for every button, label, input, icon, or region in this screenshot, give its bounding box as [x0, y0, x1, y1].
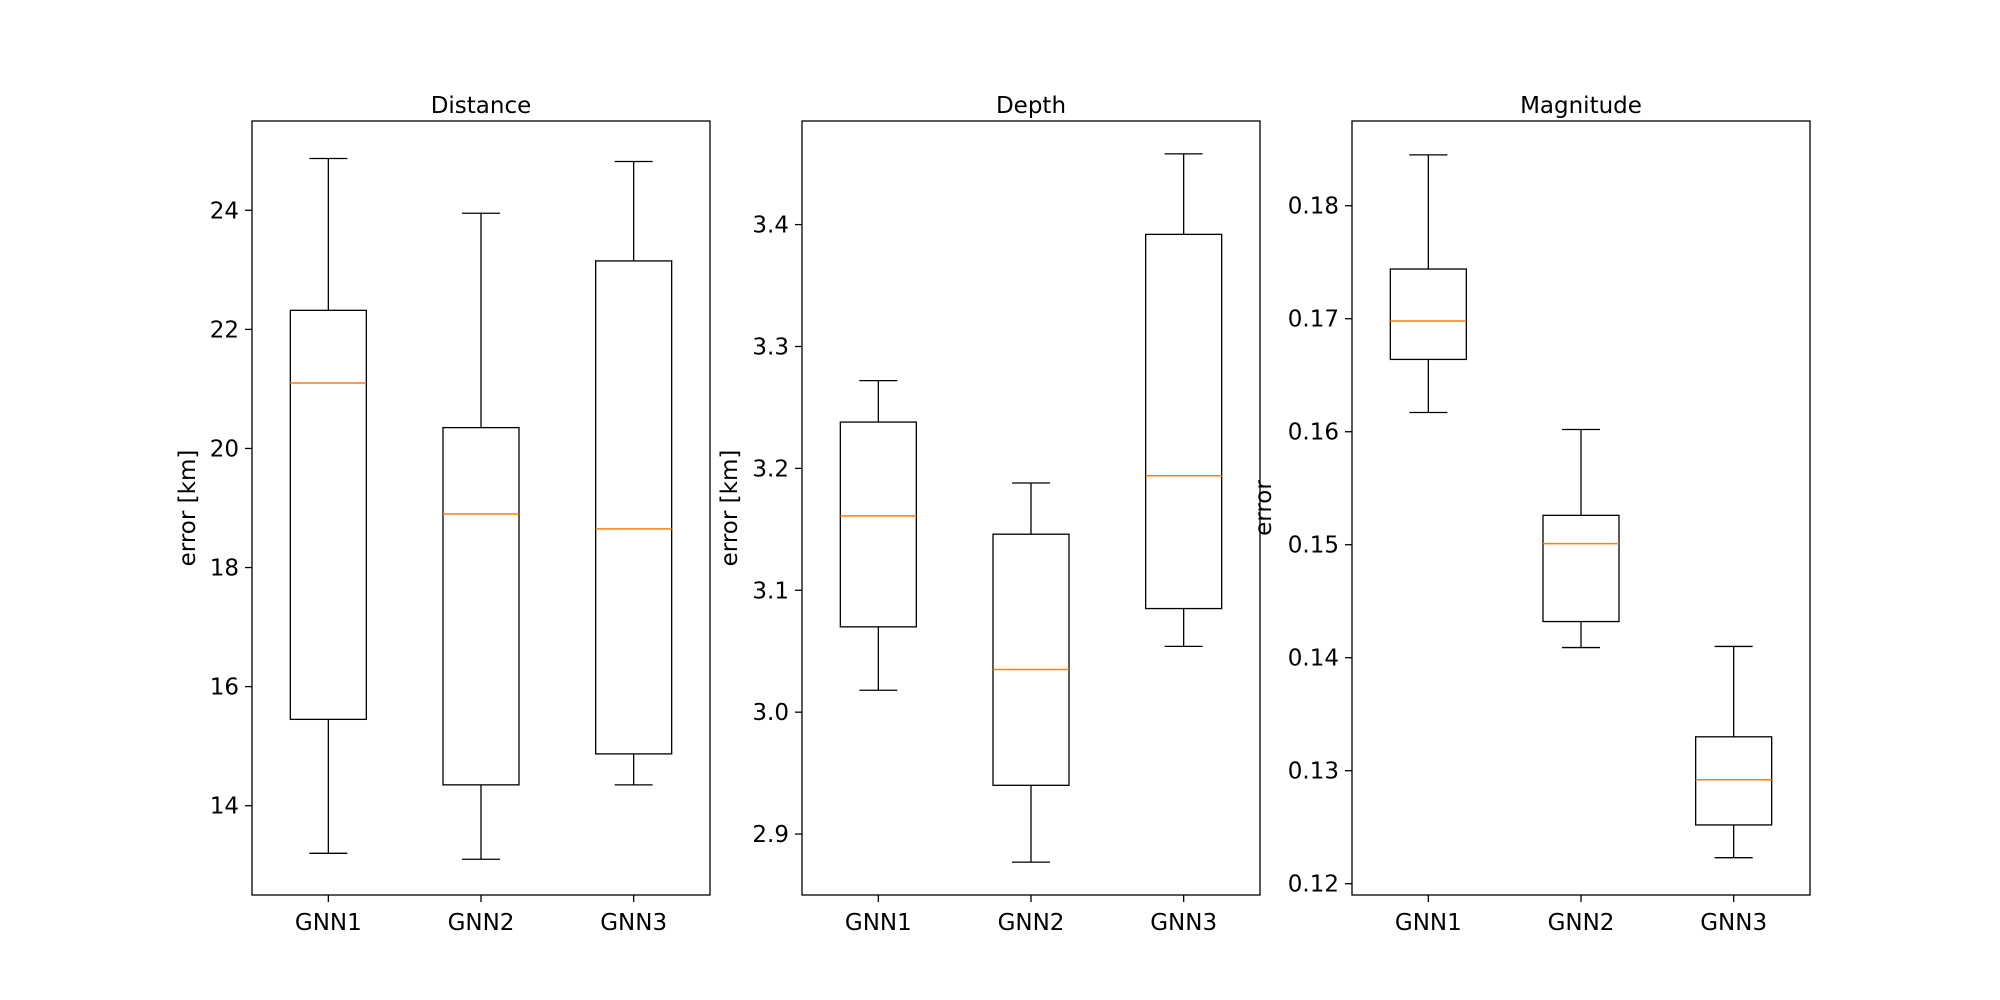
subplot-magnitude: Magnitude error 0.12 0.13 0.14 0.15 0.16 0.17 0.… [1251, 93, 1811, 936]
box-gnn2 [442, 212, 520, 860]
box-gnn1 [839, 379, 917, 691]
y-tick-label: 22 [210, 317, 239, 343]
box-iqr [1145, 233, 1223, 610]
box-gnn3 [595, 160, 673, 786]
y-axis-label: error [km] [175, 450, 201, 567]
x-tick-label: GNN2 [448, 910, 515, 936]
box-iqr [992, 533, 1070, 786]
x-tick-label: GNN1 [845, 910, 912, 936]
box-iqr [1695, 736, 1773, 826]
y-tick-label: 0.16 [1288, 420, 1339, 446]
y-tick-label: 0.14 [1288, 646, 1339, 672]
box-gnn1 [289, 157, 367, 854]
x-tick-label: GNN2 [1548, 910, 1615, 936]
y-tick-label: 3.1 [752, 578, 789, 604]
x-tick-label: GNN1 [1395, 910, 1462, 936]
y-tick-label: 14 [210, 794, 239, 820]
y-tick-label: 0.17 [1288, 307, 1339, 333]
box-iqr [1542, 514, 1620, 623]
subplot-depth: Depth error [km] 2.9 3.0 3.1 3.2 3.3 3.4 GNN1 GNN… [717, 93, 1261, 936]
box-gnn3 [1695, 645, 1773, 859]
y-tick-label: 16 [210, 675, 239, 701]
x-tick-label: GNN3 [1150, 910, 1217, 936]
y-tick-label: 0.13 [1288, 759, 1339, 785]
box-iqr [839, 421, 917, 628]
y-tick-label: 20 [210, 436, 239, 462]
x-tick-label: GNN3 [1700, 910, 1767, 936]
y-tick-label: 0.18 [1288, 194, 1339, 220]
box-gnn1 [1389, 154, 1467, 414]
y-tick-label: 3.4 [752, 213, 789, 239]
subplot-title: Depth [996, 93, 1066, 119]
x-tick-label: GNN3 [600, 910, 667, 936]
box-iqr [595, 260, 673, 755]
box-gnn3 [1145, 153, 1223, 647]
y-tick-label: 3.0 [752, 700, 789, 726]
x-tick-label: GNN1 [295, 910, 362, 936]
box-iqr [289, 309, 367, 721]
box-iqr [442, 426, 520, 786]
box-iqr [1389, 268, 1467, 361]
x-tick-label: GNN2 [998, 910, 1065, 936]
y-tick-label: 0.12 [1288, 872, 1339, 898]
y-tick-label: 2.9 [752, 822, 789, 848]
y-axis-label: error [km] [717, 450, 743, 567]
y-tick-label: 3.2 [752, 456, 789, 482]
subplot-distance: Distance error [km] 14 16 18 20 22 24 GNN1 GNN2 GN… [175, 93, 711, 936]
y-tick-label: 3.3 [752, 334, 789, 360]
y-tick-label: 0.15 [1288, 533, 1339, 559]
y-tick-label: 18 [210, 556, 239, 582]
box-gnn2 [1542, 428, 1620, 649]
subplot-title: Magnitude [1520, 93, 1642, 119]
box-gnn2 [992, 482, 1070, 863]
y-tick-label: 24 [210, 198, 239, 224]
y-axis-label: error [1251, 480, 1277, 536]
subplot-title: Distance [431, 93, 532, 119]
